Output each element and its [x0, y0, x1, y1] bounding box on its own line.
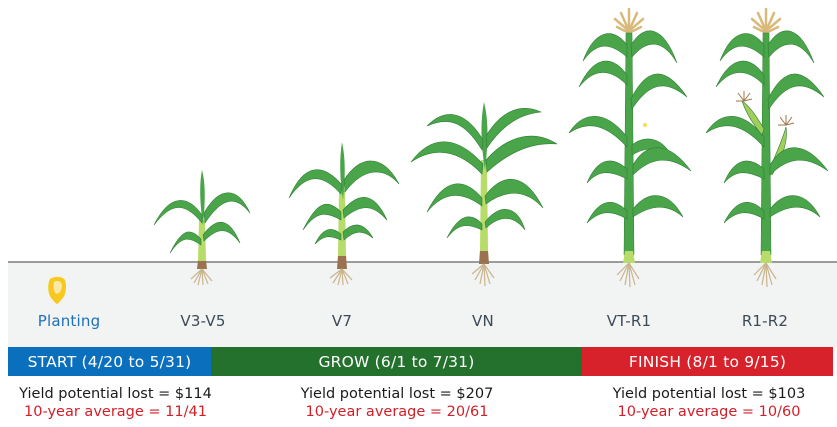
yield-lost-finish: Yield potential lost = $103: [612, 386, 806, 402]
phase-info-finish: Yield potential lost = $103 10-year aver…: [584, 385, 834, 421]
phase-info-start: Yield potential lost = $114 10-year aver…: [8, 385, 223, 421]
corn-seed-icon: [48, 276, 66, 304]
stage-label-vn: VN: [472, 312, 494, 330]
ten-year-average-grow: 10-year average = 20/61: [305, 404, 489, 420]
phase-bar-grow: GROW (6/1 to 7/31): [211, 347, 582, 376]
stage-label-r1-r2: R1-R2: [741, 312, 789, 330]
ten-year-average-start: 10-year average = 11/41: [24, 404, 207, 420]
corn-plant-vt-r1: [568, 7, 692, 288]
yield-lost-grow: Yield potential lost = $207: [300, 386, 494, 402]
ground-band: [8, 261, 837, 347]
phase-bar-finish: FINISH (8/1 to 9/15): [582, 347, 833, 376]
stage-label-vt-r1: VT-R1: [606, 312, 652, 330]
corn-plant-v7: [288, 142, 400, 286]
corn-plant-vn: [410, 102, 558, 287]
stage-label-v3-v5: V3-V5: [180, 312, 226, 330]
corn-plant-v3-v5: [153, 170, 251, 286]
yield-lost-start: Yield potential lost = $114: [19, 386, 212, 402]
phase-info-grow: Yield potential lost = $207 10-year aver…: [272, 385, 522, 421]
ten-year-average-finish: 10-year average = 10/60: [617, 404, 801, 420]
corn-plant-r1-r2: [705, 7, 829, 288]
phase-bar-start: START (4/20 to 5/31): [8, 347, 211, 376]
stage-label-v7: V7: [331, 312, 353, 330]
stage-label-planting: Planting: [37, 312, 101, 330]
